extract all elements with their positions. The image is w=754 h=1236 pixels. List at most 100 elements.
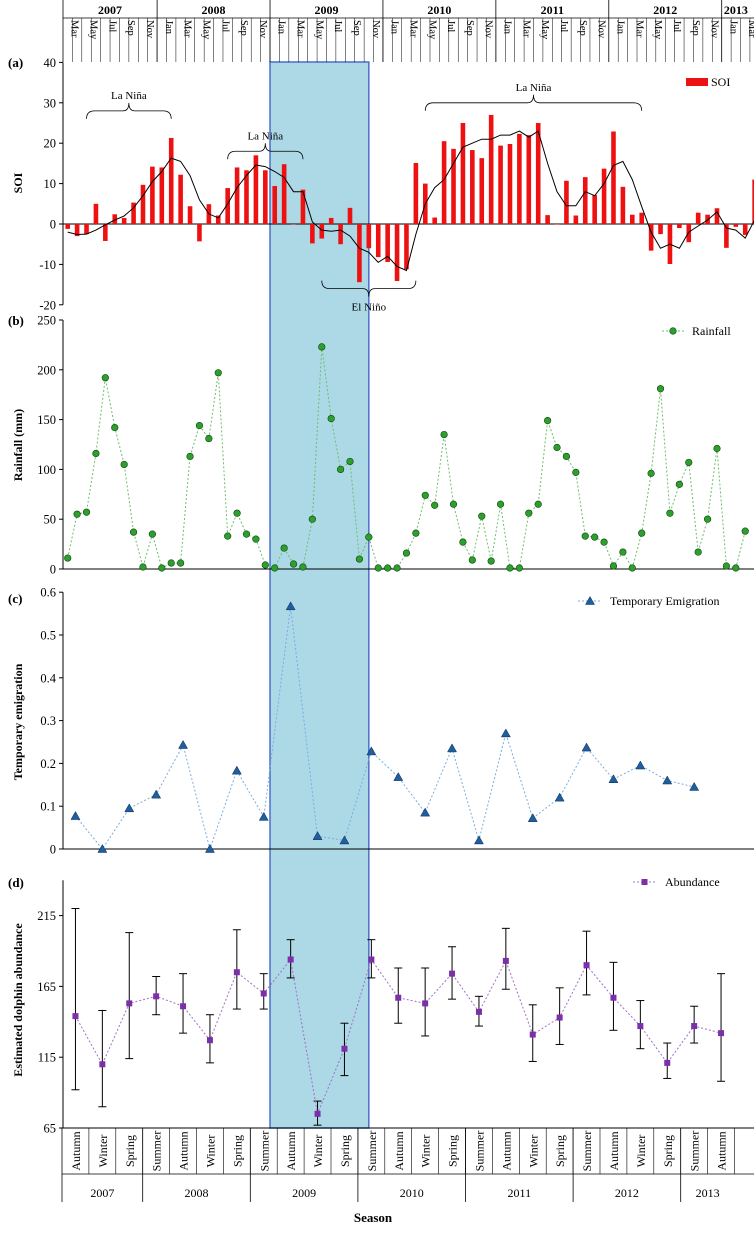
soi-bar: [291, 224, 296, 225]
emigration-point: [97, 843, 108, 853]
y-tick-label: 0: [50, 218, 56, 232]
soi-bar: [319, 224, 325, 239]
enso-phase-bracket: [227, 143, 304, 160]
soi-bar: [601, 168, 607, 224]
rainfall-point: [205, 434, 213, 443]
rainfall-point: [685, 458, 693, 467]
abundance-axis-title: Estimated dolphin abundance: [11, 923, 25, 1077]
soi-bar: [545, 215, 550, 224]
enso-phase-label: La Niña: [111, 90, 147, 102]
top-month-label: Sep: [351, 20, 362, 36]
rainfall-point: [619, 548, 627, 556]
soi-bar: [253, 155, 259, 224]
abundance-point: [368, 956, 375, 963]
emigration-legend-label: Temporary Emigration: [610, 594, 719, 608]
rainfall-point: [741, 527, 749, 535]
y-tick-label: 0.6: [40, 586, 56, 600]
top-month-label: Jul: [332, 20, 343, 32]
rainfall-point: [656, 385, 665, 393]
enso-phase-bracket: [86, 102, 172, 119]
y-tick-label: -10: [39, 258, 56, 272]
abundance-point: [206, 1037, 213, 1044]
rainfall-chart: 0 50 100 150 200 250: [37, 314, 754, 577]
y-tick-label: 200: [37, 363, 56, 377]
rainfall-point: [101, 374, 109, 382]
emigration-point: [231, 765, 242, 775]
season-label: Autumn: [392, 1131, 406, 1170]
panel-label-a: (a): [8, 55, 23, 70]
emigration-point: [608, 774, 619, 783]
abundance-point: [180, 1003, 187, 1010]
top-month-label: Mar: [69, 20, 80, 38]
top-year-label: 2007: [98, 3, 122, 17]
abundance-point: [556, 1014, 563, 1021]
season-label: Spring: [553, 1135, 567, 1167]
soi-bar: [582, 177, 588, 224]
top-month-label: Mar: [633, 20, 644, 38]
abundance-point: [287, 956, 294, 963]
y-tick-label: 0.5: [40, 629, 56, 643]
emigration-point: [581, 742, 592, 752]
emigration-point: [500, 728, 511, 738]
rainfall-point: [129, 528, 138, 536]
abundance-point: [502, 957, 509, 964]
rainfall-point: [82, 508, 91, 516]
top-month-label: Jan: [502, 20, 513, 35]
season-label: Autumn: [715, 1131, 729, 1170]
top-year-label: 2013: [724, 3, 748, 17]
soi-bar: [554, 224, 560, 225]
rainfall-point: [713, 444, 721, 453]
rainfall-point: [694, 548, 702, 556]
soi-bar: [695, 212, 701, 224]
season-label: Autumn: [607, 1131, 621, 1170]
rainfall-point: [374, 564, 382, 572]
emigration-axis-title: Temporary emigration: [11, 663, 25, 780]
rainfall-axis-title: Rainfall (mm): [11, 409, 25, 481]
bottom-year-label: 2011: [508, 1186, 532, 1200]
soi-bar: [677, 224, 682, 229]
y-tick-label: 0.3: [40, 714, 56, 728]
rainfall-point: [327, 415, 335, 423]
enso-phase-label: La Niña: [247, 130, 283, 142]
soi-bar: [620, 186, 626, 224]
y-tick-label: 20: [44, 137, 57, 151]
soi-legend-swatch: [686, 78, 708, 86]
panel-label-c: (c): [8, 591, 22, 606]
soi-bar: [564, 180, 569, 224]
soi-bar: [441, 141, 447, 224]
rainfall-point: [318, 343, 326, 351]
soi-bar: [121, 217, 127, 224]
soi-bar: [752, 179, 754, 224]
rainfall-point: [195, 421, 204, 430]
rainfall-point: [111, 423, 119, 432]
soi-bar: [310, 224, 315, 244]
soi-bar: [281, 164, 287, 224]
top-month-label: Sep: [125, 20, 136, 36]
rainfall-point: [280, 544, 288, 552]
y-tick-label: 100: [37, 463, 56, 477]
soi-legend: SOI: [686, 75, 730, 89]
emigration-point: [447, 743, 457, 753]
soi-bar: [658, 224, 663, 235]
top-month-label: Nov: [483, 20, 494, 39]
emigration-legend-marker: [585, 595, 595, 605]
soi-bar: [639, 212, 645, 224]
rainfall-point: [638, 529, 646, 537]
y-tick-label: 215: [37, 909, 56, 923]
abundance-legend-marker: [641, 879, 648, 885]
y-tick-label: 50: [44, 513, 57, 527]
rainfall-point: [224, 532, 232, 540]
top-month-label: May: [652, 20, 663, 40]
top-month-label: Nov: [257, 20, 268, 39]
rainfall-point: [562, 452, 571, 461]
rainfall-point: [675, 480, 683, 488]
top-month-label: Mar: [182, 20, 193, 38]
rainfall-point: [581, 532, 589, 540]
rainfall-point: [64, 554, 72, 562]
enso-phase-bracket: [424, 94, 643, 111]
top-month-label: Nov: [596, 20, 607, 39]
top-month-label: Sep: [238, 20, 249, 36]
rainfall-point: [412, 529, 420, 537]
soi-moving-average-line: [67, 130, 754, 272]
top-month-label: Jul: [106, 20, 117, 32]
